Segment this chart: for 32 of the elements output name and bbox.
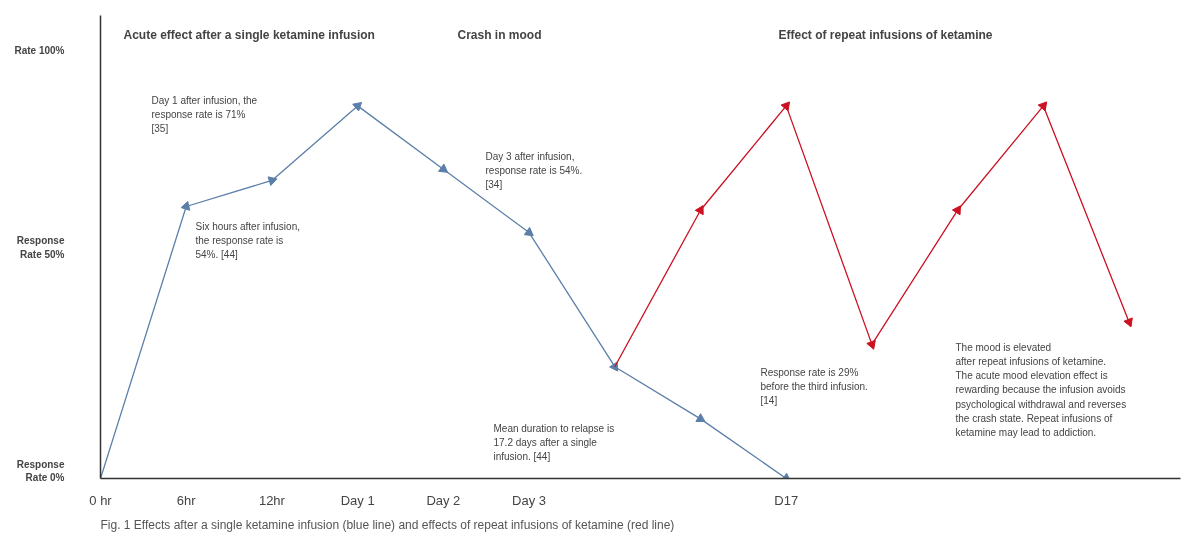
text: Crash in mood xyxy=(457,27,542,42)
text: Effect of repeat infusions of ketamine xyxy=(778,27,993,42)
point xyxy=(951,205,961,216)
point xyxy=(267,176,278,186)
text: Rate 100% xyxy=(14,44,65,56)
annotation: Six hours after infusion, the response rate is 54%. [44] xyxy=(195,220,300,261)
point xyxy=(523,226,534,237)
x-tick-label: Day 1 xyxy=(340,492,375,508)
point xyxy=(866,339,876,350)
point xyxy=(1123,317,1133,328)
annotation: Day 1 after infusion, the response rate is 71% [35] xyxy=(151,94,258,135)
point xyxy=(352,101,363,112)
point xyxy=(1037,101,1048,112)
x-tick-label: 0 hr xyxy=(89,492,113,508)
text: Acute effect after a single ketamine infusion xyxy=(123,27,375,42)
point xyxy=(438,163,449,173)
caption: Fig. 1 Effects after a single ketamine infusion (blue line) and effects of repeat infusions of ketamine (red line) xyxy=(100,517,675,532)
x-tick-label: 6hr xyxy=(176,492,197,508)
text: Response Rate 50% xyxy=(16,235,65,260)
x-tick-label: D17 xyxy=(774,492,799,508)
x-tick-label: Day 2 xyxy=(426,492,461,508)
annotation: Mean duration to relapse is 17.2 days after a single infusion. [44] xyxy=(493,422,615,463)
x-tick-label: Day 3 xyxy=(512,492,547,508)
annotation: Response rate is 29% before the third infusion. [14] xyxy=(760,366,868,407)
x-tick-label: 12hr xyxy=(258,492,286,508)
text: Response Rate 0% xyxy=(16,458,65,484)
point xyxy=(694,205,704,216)
annotation: Day 3 after infusion, response rate is 54%. [34] xyxy=(485,150,583,191)
point xyxy=(780,101,791,112)
point xyxy=(695,413,706,423)
point xyxy=(180,201,191,211)
annotation: The mood is elevated after repeat infusions of ketamine. The acute mood elevation effect is rewarding because the infusion avoids psychological withdrawal and reverses the crash state. Repeat infusions of ketamine may lead to addiction. xyxy=(955,341,1127,439)
